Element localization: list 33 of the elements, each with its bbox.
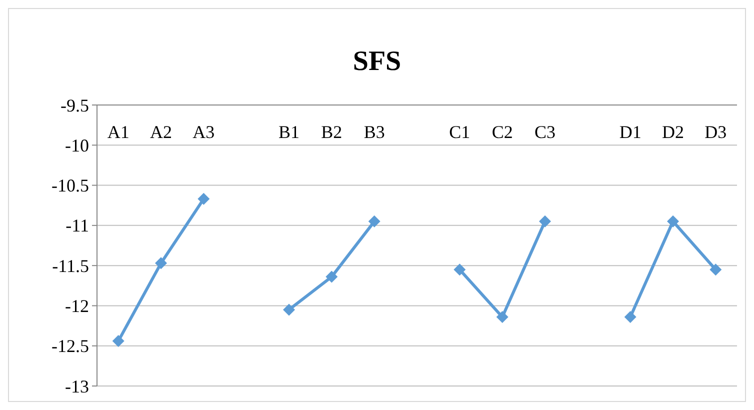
point xyxy=(496,310,508,323)
x-tick-label: A1 xyxy=(107,122,130,142)
x-tick-label: D3 xyxy=(704,122,727,142)
y-tick-label: -10.5 xyxy=(52,176,89,196)
y-tick-label: -13 xyxy=(65,376,89,396)
x-tick-label: C3 xyxy=(534,122,556,142)
y-tick-label: -11.5 xyxy=(52,256,89,276)
chart-title: SFS xyxy=(352,46,402,77)
point xyxy=(198,192,210,205)
point xyxy=(667,215,679,228)
x-tick-label: B1 xyxy=(278,122,300,142)
point xyxy=(454,264,466,276)
point xyxy=(368,215,380,228)
point xyxy=(155,257,167,270)
point xyxy=(112,335,124,348)
point xyxy=(710,264,722,276)
point xyxy=(624,310,636,323)
x-tick-label: C2 xyxy=(492,122,513,142)
x-tick-label: B2 xyxy=(321,122,342,142)
y-tick-label: -12.5 xyxy=(52,336,89,356)
y-tick-label: -11 xyxy=(66,216,89,236)
x-tick-label: A2 xyxy=(150,122,172,142)
point xyxy=(539,215,551,228)
point xyxy=(326,270,338,283)
x-tick-label: B3 xyxy=(364,122,385,142)
x-tick-label: C1 xyxy=(449,122,470,142)
point xyxy=(283,304,295,316)
y-tick-label: -10 xyxy=(65,135,89,156)
y-tick-label: -12 xyxy=(65,296,89,316)
y-tick-label: -9.5 xyxy=(60,95,89,116)
x-tick-label: D2 xyxy=(662,122,684,142)
x-tick-label: A3 xyxy=(192,122,215,142)
x-tick-label: D1 xyxy=(619,122,642,142)
